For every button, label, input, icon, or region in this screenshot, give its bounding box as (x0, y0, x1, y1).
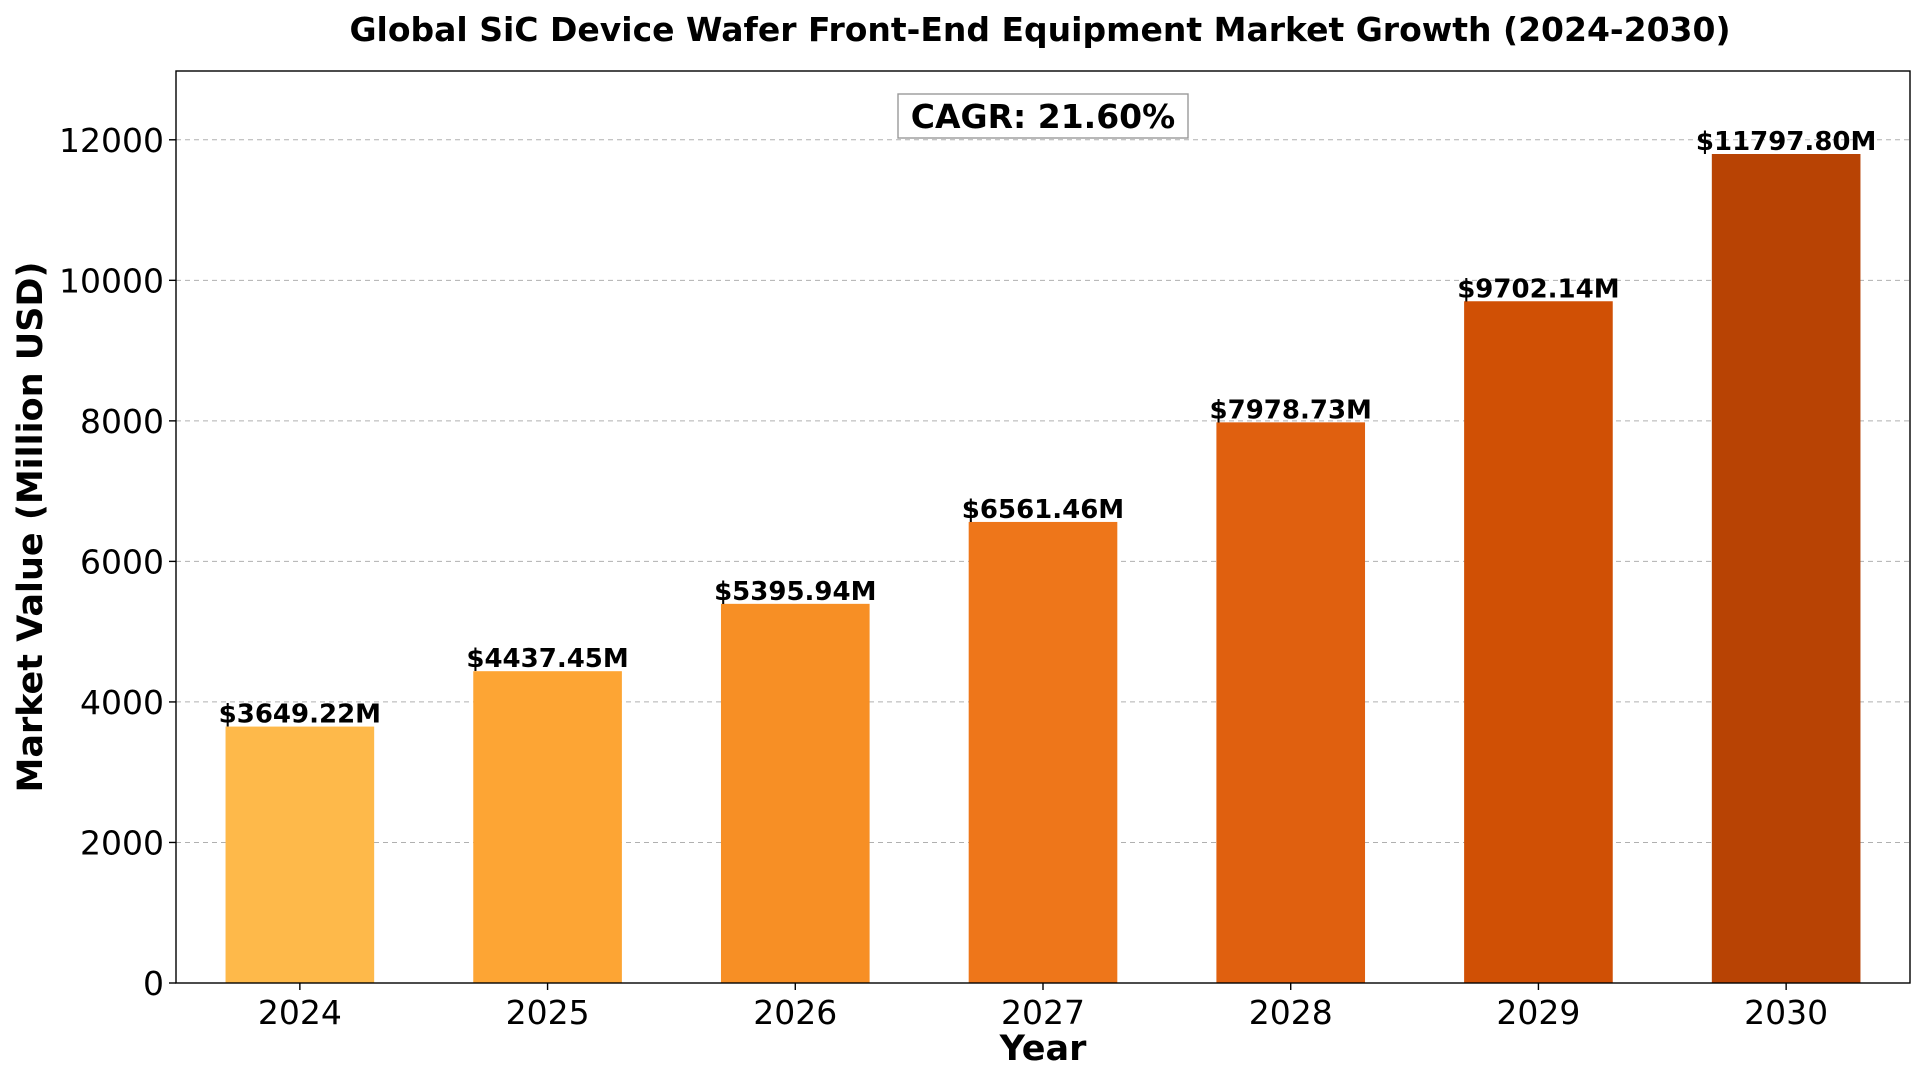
x-tick-label-2028: 2028 (1249, 993, 1333, 1032)
data-labels: $3649.22M $4437.45M $5395.94M $6561.46M $797… (219, 127, 1877, 730)
bar-2027 (968, 521, 1118, 983)
data-label-2030: $11797.80M (1696, 127, 1876, 157)
y-tick-label: 12000 (59, 121, 164, 160)
data-label-2029: $9702.14M (1457, 274, 1619, 304)
y-tick-label: 4000 (80, 683, 164, 722)
data-label-2027: $6561.46M (962, 495, 1124, 525)
cagr-annotation-box (897, 93, 1189, 139)
data-label-2026: $5395.94M (714, 577, 876, 607)
bars (225, 153, 1861, 984)
bar-2026 (720, 603, 870, 983)
y-tick-label: 2000 (80, 823, 164, 862)
bar-2028 (1216, 422, 1366, 984)
y-tick-label: 8000 (80, 402, 164, 441)
data-label-2025: $4437.45M (466, 644, 628, 674)
data-label-2024: $3649.22M (219, 700, 381, 730)
bar-2024 (225, 726, 375, 983)
bar-2030 (1711, 153, 1861, 983)
data-label-2028: $7978.73M (1210, 395, 1372, 425)
x-tick-label-2025: 2025 (506, 993, 590, 1032)
bar-2029 (1464, 301, 1613, 983)
x-axis-ticks: 2024 2025 2026 2027 2028 2029 2030 (258, 983, 1828, 1032)
y-axis-label: Market Value (Million USD) (11, 262, 51, 793)
plot-frame (175, 70, 1911, 984)
x-tick-label-2026: 2026 (753, 993, 837, 1032)
y-axis-ticks: 0 2000 4000 6000 8000 10000 12000 (59, 121, 176, 1003)
cagr-annotation: CAGR: 21.60% (897, 93, 1189, 139)
cagr-annotation-text: CAGR: 21.60% (911, 97, 1175, 136)
x-tick-label-2029: 2029 (1496, 993, 1580, 1032)
x-tick-label-2030: 2030 (1744, 993, 1828, 1032)
bar-2025 (473, 671, 622, 983)
chart-title: Global SiC Device Wafer Front-End Equipm… (349, 10, 1730, 49)
y-tick-label: 10000 (59, 261, 164, 300)
y-tick-label: 0 (143, 964, 164, 1003)
y-tick-label: 6000 (80, 542, 164, 581)
x-axis-label: Year (999, 1029, 1087, 1069)
x-tick-label-2027: 2027 (1001, 993, 1085, 1032)
x-tick-label-2024: 2024 (258, 993, 342, 1032)
